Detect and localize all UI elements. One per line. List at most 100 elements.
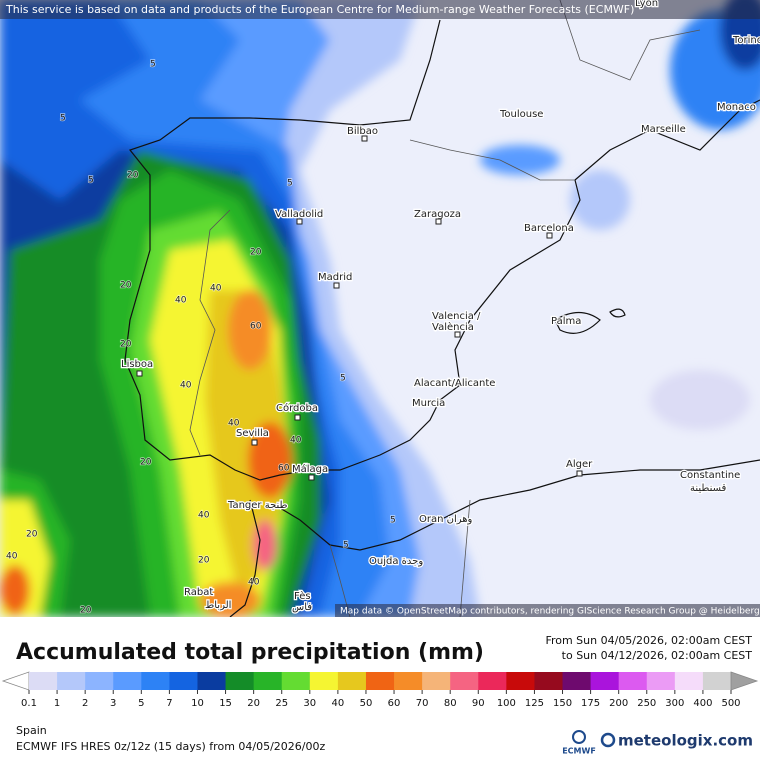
ecmwf-logo [572,730,586,744]
contour-label: 20 [127,171,139,181]
scale-cell [253,672,283,690]
scale-cell [534,672,564,690]
scale-cell [702,672,732,690]
scale-cell [169,672,198,690]
scale-label: 50 [360,698,373,709]
contour-label: 40 [248,578,260,588]
city-label: فاس [292,602,312,613]
scale-label: 2 [82,698,88,709]
city-label: Sevilla [236,428,269,439]
scale-cell [478,672,507,690]
city-label: Barcelona [524,223,574,234]
city-label: Alger [566,459,593,470]
legend-title: Accumulated total precipitation (mm) [16,640,484,665]
city-dot [576,470,583,477]
city-dot [294,414,301,421]
city-label: Zaragoza [414,209,461,220]
scale-label: 30 [303,698,316,709]
city-label: València [432,321,474,333]
scale-cell [225,672,255,690]
scale-cell [113,672,142,690]
ecmwf-text: ECMWF [562,747,596,756]
scale-label: 5 [138,698,144,709]
city-dots [136,135,583,481]
scale-label: 125 [525,698,544,709]
city-dot [136,370,143,377]
city-label: Oran وهران [419,514,473,525]
contour-label: 60 [278,464,290,474]
over-arrow [730,671,759,691]
city-labels: Lyon Torino Monaco Toulouse Marseille Bi… [120,0,760,614]
scale-cell [646,672,676,690]
scale-label: 250 [637,698,656,709]
scale-label: 15 [219,698,232,709]
scale-cell [562,672,592,690]
city-label: Palma [551,316,581,327]
scale-label: 175 [581,698,600,709]
city-dot [296,218,303,225]
header-bar [0,0,760,19]
contour-label: 20 [250,248,262,258]
scale-label: 3 [110,698,116,709]
contour-label: 40 [228,419,240,429]
contour-label: 20 [140,458,152,468]
scale-cell [85,672,114,690]
city-label: Rabat [184,587,213,598]
city-label: Tanger طنجة [227,500,288,511]
scale-label: 200 [609,698,628,709]
region: Spain [16,724,47,737]
scale-label: 0.1 [21,698,37,709]
scale-label: 500 [721,698,740,709]
credit-bar [335,604,760,617]
scale-cell [590,672,620,690]
contour-label: 5 [343,541,349,551]
scale-cell [337,672,367,690]
scale-cell [197,672,227,690]
precip-field [0,0,760,617]
city-label: Bilbao [347,126,378,137]
color-scale: 0.1 1 2 3 5 7 10 15 20 25 30 40 50 60 70 80 90 100 125 150 1… [1,671,759,709]
map-credit: Map data © OpenStreetMap contributors, r… [340,607,760,617]
scale-label: 80 [444,698,457,709]
scale-cell [394,672,423,690]
city-label: Lyon [635,0,658,9]
city-label: Oujda وجدة [369,556,423,567]
contour-label: 40 [180,381,192,391]
city-label: Málaga [292,463,328,475]
contour-label: 5 [88,176,94,186]
scale-cell [450,672,479,690]
attribution: This service is based on data and produc… [5,3,634,16]
contour-label: 5 [340,374,346,384]
period-from: From Sun 04/05/2026, 02:00am CEST [545,634,752,647]
scale-cell [57,672,86,690]
city-label: Marseille [641,124,686,135]
city-label: Murcia [412,398,445,409]
scale-label: 60 [388,698,401,709]
contour-label: 40 [290,436,302,446]
contour-label: 40 [198,511,210,521]
scale-label: 25 [275,698,288,709]
scale-cell [141,672,170,690]
contour-label: 40 [210,284,222,294]
contour-label: 20 [120,281,132,291]
scale-cell [309,672,339,690]
contour-label: 5 [150,60,156,70]
scale-label: 7 [166,698,172,709]
city-label: Córdoba [276,402,318,414]
city-label: Alacant/Alicante [414,378,495,389]
scale-label: 90 [472,698,485,709]
scale-label: 100 [497,698,516,709]
scale-cell [618,672,648,690]
scale-label: 150 [553,698,572,709]
contour-label: 20 [26,530,38,540]
contour-label: 20 [198,556,210,566]
city-label: Fès [294,590,311,602]
scale-label: 20 [247,698,260,709]
brand: meteologix.com [618,732,753,750]
scale-cell [281,672,311,690]
scale-label: 300 [665,698,684,709]
city-dot [333,282,340,289]
under-arrow [1,671,30,691]
